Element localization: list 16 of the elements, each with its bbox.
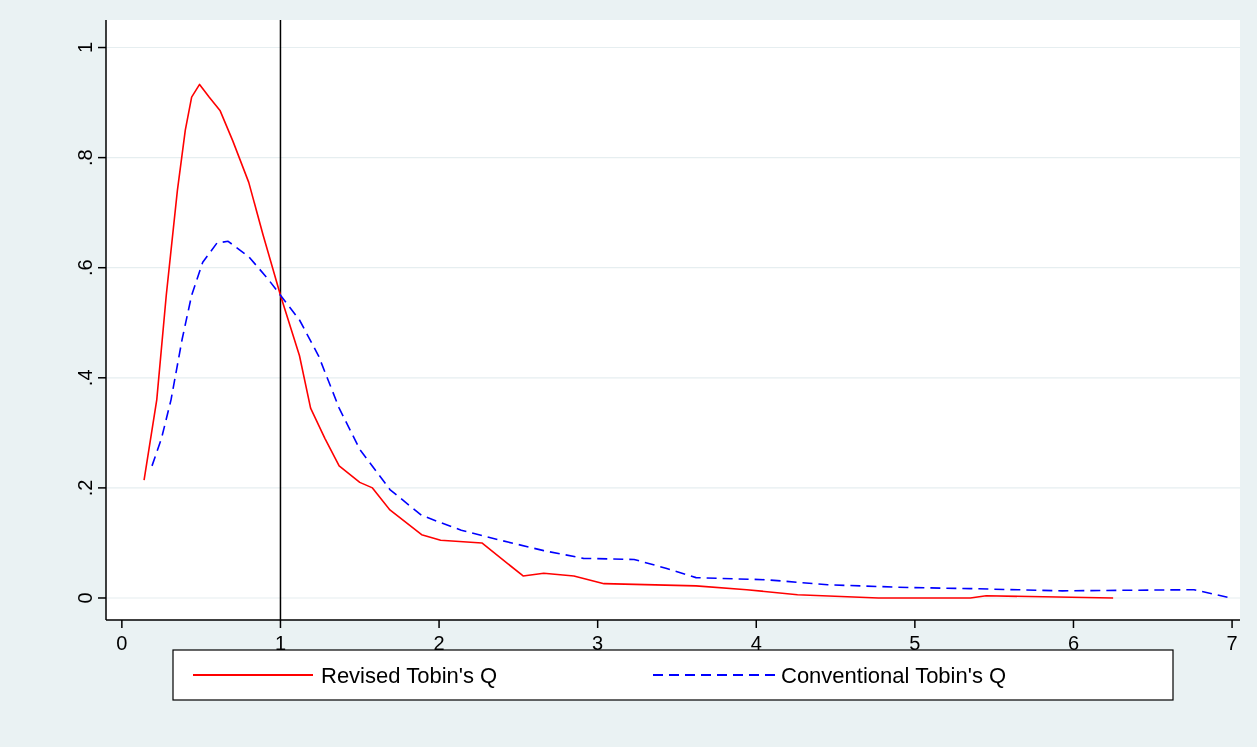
y-tick-label: .2 [74, 479, 96, 497]
x-tick-label: 6 [1067, 632, 1080, 654]
legend-label: Conventional Tobin's Q [781, 663, 1007, 688]
legend-label: Revised Tobin's Q [321, 663, 498, 688]
x-tick-label: 3 [592, 632, 604, 654]
x-tick-label: 7 [1226, 632, 1238, 654]
x-tick-label: 1 [274, 632, 287, 654]
y-tick-label: .6 [74, 259, 96, 277]
y-tick-label: .8 [74, 149, 96, 166]
x-tick-label: 2 [433, 632, 445, 654]
y-tick-label: .4 [74, 369, 96, 387]
x-tick-label: 0 [116, 632, 128, 654]
x-tick-label: 4 [750, 632, 762, 654]
y-tick-label: 0 [74, 592, 96, 604]
x-tick-label: 5 [909, 632, 921, 654]
y-tick-label: 1 [74, 41, 96, 54]
